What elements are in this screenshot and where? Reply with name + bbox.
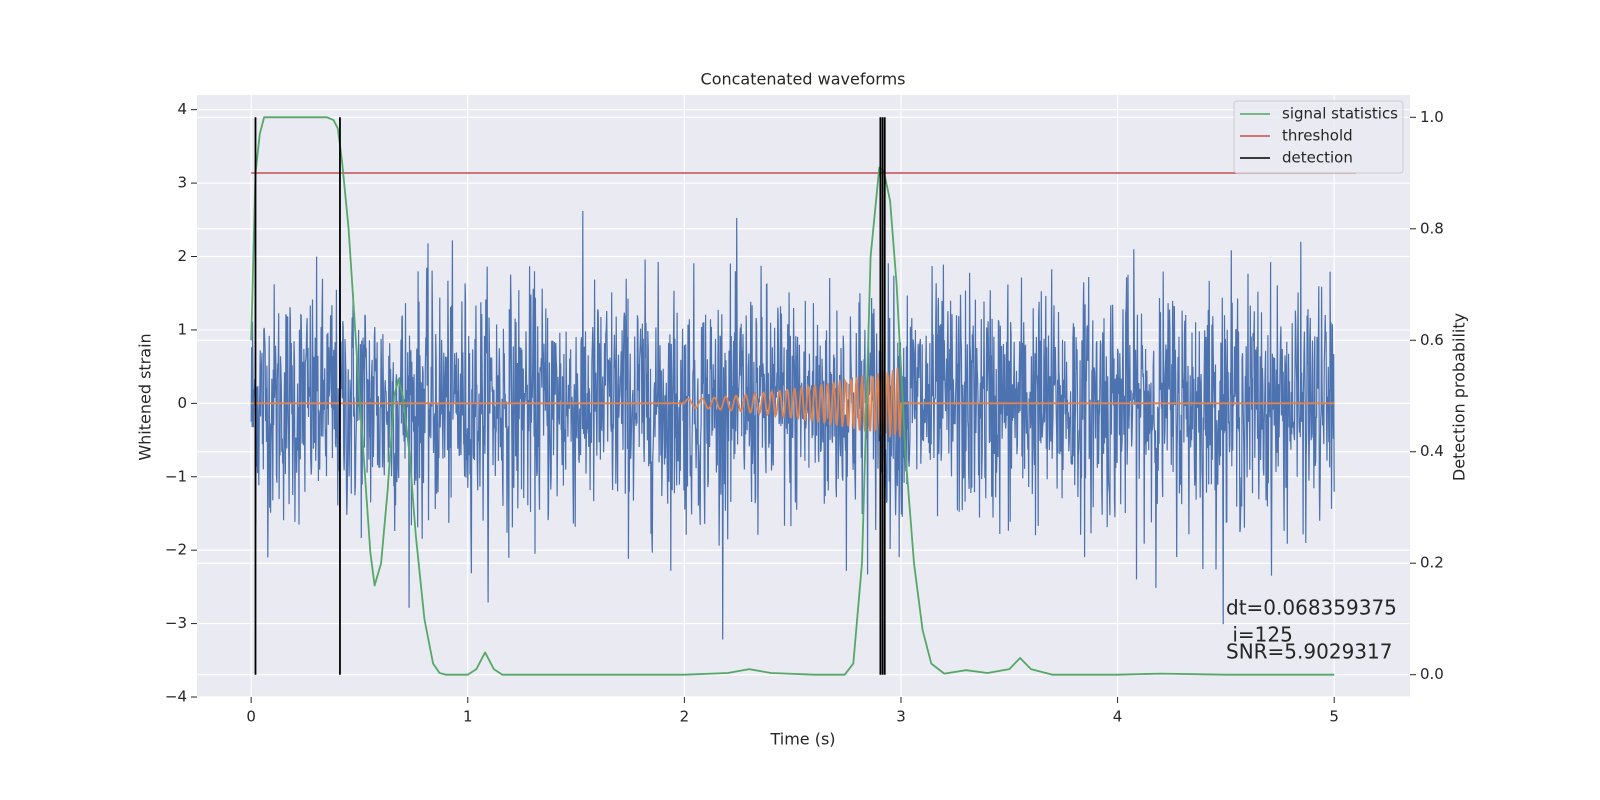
- chart-title: Concatenated waveforms: [701, 70, 906, 89]
- y-tick-label: 4: [177, 100, 187, 118]
- annotation-i: i=125: [1226, 623, 1293, 647]
- y2-tick-label: 0.2: [1420, 554, 1444, 572]
- y-axis-label: Whitened strain: [136, 333, 155, 460]
- y2-tick-label: 0.6: [1420, 331, 1444, 349]
- y2-tick-label: 0.8: [1420, 219, 1444, 237]
- y-tick-label: 3: [177, 174, 187, 192]
- x-tick-label: 0: [246, 708, 256, 726]
- y2-tick-label: 0.0: [1420, 665, 1444, 683]
- y2-tick-label: 0.4: [1420, 442, 1444, 460]
- x-tick-label: 5: [1329, 708, 1339, 726]
- x-tick-label: 1: [463, 708, 473, 726]
- y-tick-label: −2: [165, 541, 187, 559]
- x-tick-label: 3: [896, 708, 906, 726]
- legend-box: [1233, 100, 1404, 174]
- y-tick-label: 1: [177, 320, 187, 338]
- y-tick-label: 2: [177, 247, 187, 265]
- x-tick-label: 2: [680, 708, 690, 726]
- noise-series-line: [250, 210, 1335, 640]
- series-layer: [250, 116, 1356, 676]
- y-tick-label: −4: [165, 688, 187, 706]
- y2-axis-label: Detection probability: [1450, 313, 1469, 481]
- legend-label-detection: detection: [1282, 149, 1353, 167]
- legend: signal statistics threshold detection: [1233, 100, 1404, 174]
- x-axis-label: Time (s): [769, 730, 835, 749]
- chirp-series-line: [251, 367, 1335, 438]
- annotation-snr: SNR=5.9029317: [1226, 640, 1392, 664]
- x-tick-label: 4: [1113, 708, 1123, 726]
- legend-label-signal-statistics: signal statistics: [1282, 105, 1398, 123]
- axes-layer: 0 1 2 3 4 5 −4 −3 −2 −1 0 1 2 3 4 0.0 0.2 0.4 0.6 0.8 1.0: [165, 100, 1444, 725]
- legend-label-threshold: threshold: [1282, 127, 1353, 145]
- y-tick-label: 0: [177, 394, 187, 412]
- annotation-dt: dt=0.068359375: [1226, 596, 1397, 620]
- y-tick-label: −3: [165, 614, 187, 632]
- y-tick-label: −1: [165, 467, 187, 485]
- y2-tick-label: 1.0: [1420, 108, 1444, 126]
